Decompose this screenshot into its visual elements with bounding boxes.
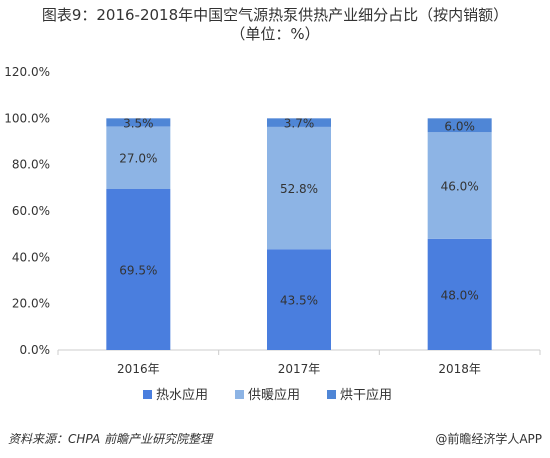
bar-segment — [267, 249, 331, 350]
y-tick-label: 60.0% — [12, 204, 50, 218]
data-label: 48.0% — [441, 288, 479, 302]
y-tick-label: 40.0% — [12, 250, 50, 264]
data-label: 46.0% — [441, 180, 479, 194]
bar-segment — [106, 118, 171, 127]
brand-name: 前瞻经济学人APP — [447, 432, 542, 446]
data-label: 69.5% — [119, 263, 157, 277]
y-tick-label: 100.0% — [4, 111, 50, 125]
legend-swatch — [143, 390, 152, 399]
bar-segment — [427, 118, 492, 133]
data-label: 6.0% — [444, 119, 475, 133]
legend-label: 热水应用 — [156, 387, 208, 403]
at-icon: @ — [435, 432, 448, 446]
brand-credit: @前瞻经济学人APP — [435, 430, 542, 447]
y-tick-label: 0.0% — [20, 343, 51, 357]
legend-label: 烘干应用 — [340, 387, 392, 403]
x-tick-label: 2017年 — [278, 362, 321, 376]
bar-segment — [427, 132, 492, 239]
bar-segment — [267, 126, 331, 250]
y-tick-label: 120.0% — [4, 65, 50, 79]
chart-subtitle: （单位：%） — [230, 25, 320, 43]
bar-segment — [267, 118, 331, 127]
data-label: 27.0% — [119, 152, 157, 166]
y-tick-label: 20.0% — [12, 297, 50, 311]
legend-swatch — [235, 390, 244, 399]
bar-segment — [106, 188, 171, 350]
chart-title: 图表9：2016-2018年中国空气源热泵供热产业细分占比（按内销额） — [41, 6, 509, 24]
x-tick-label: 2016年 — [117, 362, 160, 376]
data-label: 3.7% — [284, 117, 315, 131]
data-label: 3.5% — [123, 116, 154, 130]
data-label: 52.8% — [280, 182, 318, 196]
legend-label: 供暖应用 — [248, 387, 300, 403]
bar-segment — [427, 238, 492, 350]
y-tick-label: 80.0% — [12, 158, 50, 172]
source-note: 资料来源：CHPA 前瞻产业研究院整理 — [8, 432, 213, 446]
bar-segment — [106, 126, 171, 189]
x-tick-label: 2018年 — [438, 362, 481, 376]
data-label: 43.5% — [280, 294, 318, 308]
legend-swatch — [327, 390, 336, 399]
